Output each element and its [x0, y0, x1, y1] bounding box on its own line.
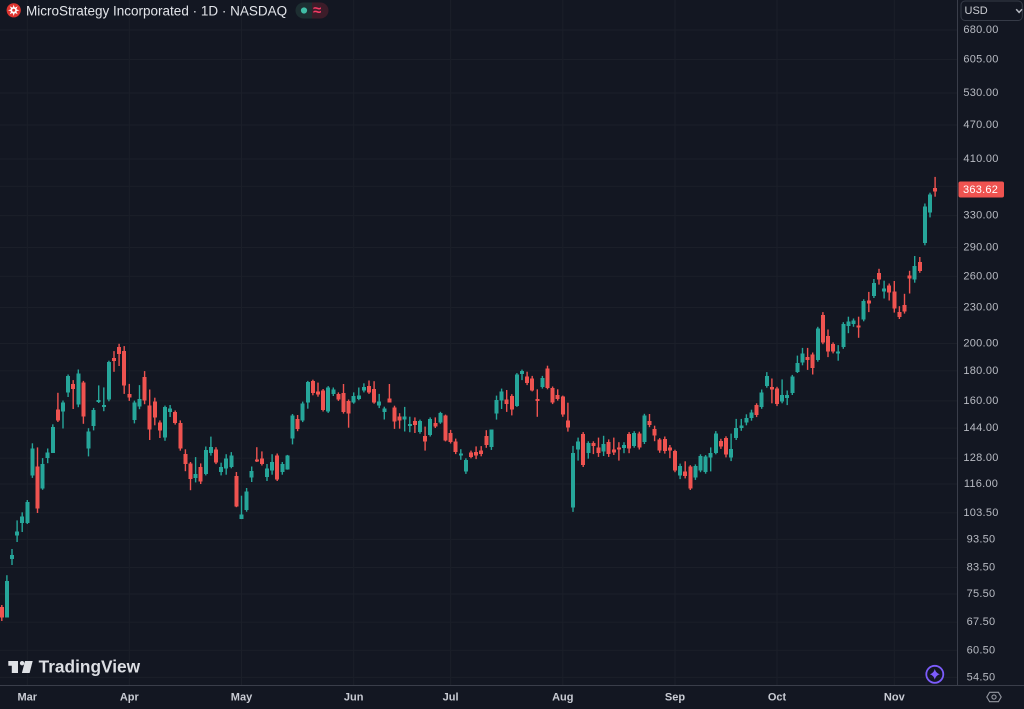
svg-text:128.00: 128.00: [963, 452, 998, 464]
svg-text:75.50: 75.50: [967, 588, 996, 600]
svg-text:67.50: 67.50: [967, 616, 996, 628]
svg-text:180.00: 180.00: [963, 365, 998, 377]
svg-text:93.50: 93.50: [967, 533, 996, 545]
svg-text:Oct: Oct: [768, 692, 787, 704]
svg-text:290.00: 290.00: [963, 242, 998, 254]
svg-text:103.50: 103.50: [963, 507, 998, 519]
svg-text:Jul: Jul: [443, 692, 459, 704]
svg-text:530.00: 530.00: [963, 87, 998, 99]
svg-text:Nov: Nov: [884, 692, 906, 704]
svg-text:680.00: 680.00: [963, 24, 998, 36]
svg-text:60.50: 60.50: [967, 644, 996, 656]
svg-text:Sep: Sep: [665, 692, 685, 704]
svg-text:230.00: 230.00: [963, 302, 998, 314]
svg-text:330.00: 330.00: [963, 210, 998, 222]
svg-text:410.00: 410.00: [963, 153, 998, 165]
svg-text:Aug: Aug: [552, 692, 573, 704]
svg-text:≈: ≈: [313, 2, 321, 19]
svg-text:Apr: Apr: [120, 692, 140, 704]
svg-text:144.00: 144.00: [963, 422, 998, 434]
svg-text:116.00: 116.00: [964, 478, 998, 490]
svg-text:160.00: 160.00: [963, 395, 998, 407]
svg-text:Mar: Mar: [18, 692, 38, 704]
svg-text:TradingView: TradingView: [39, 657, 141, 677]
svg-text:200.00: 200.00: [963, 338, 998, 350]
svg-text:MicroStrategy Incorporated · 1: MicroStrategy Incorporated · 1D · NASDAQ: [26, 4, 287, 19]
svg-text:83.50: 83.50: [967, 562, 996, 574]
svg-text:May: May: [231, 692, 253, 704]
svg-text:363.62: 363.62: [963, 184, 998, 196]
svg-text:54.50: 54.50: [967, 671, 996, 683]
svg-text:605.00: 605.00: [963, 54, 998, 66]
svg-text:470.00: 470.00: [963, 119, 998, 131]
svg-text:USD: USD: [965, 5, 988, 17]
svg-text:260.00: 260.00: [963, 270, 998, 282]
svg-text:Jun: Jun: [344, 692, 364, 704]
